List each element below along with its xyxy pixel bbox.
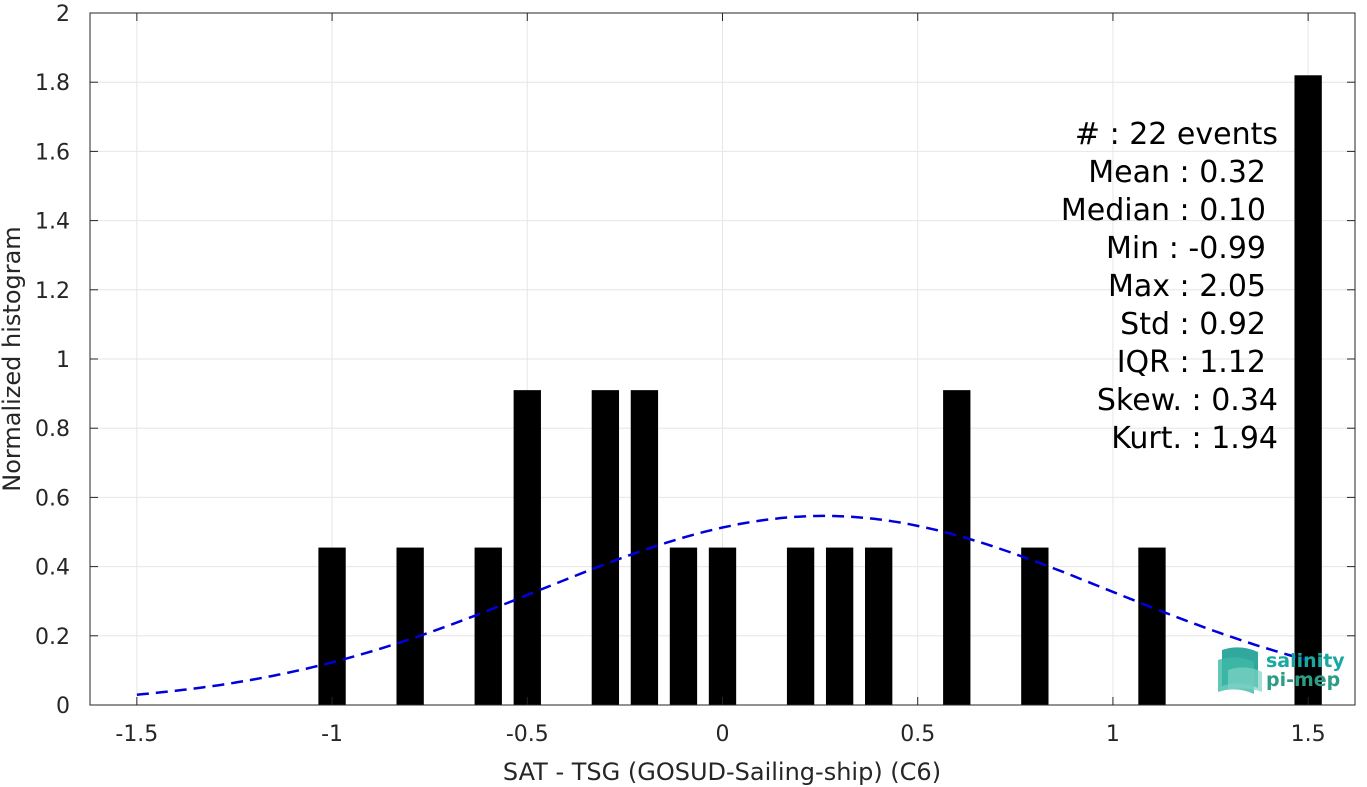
- y-tick-label: 0.8: [35, 417, 70, 442]
- normal-fit-curve: [136, 514, 1309, 696]
- histogram-bar: [825, 547, 854, 705]
- histogram-bar: [708, 547, 737, 705]
- y-tick-label: 1.2: [35, 279, 70, 304]
- logo-waves-icon: [1218, 647, 1262, 694]
- histogram-bar: [865, 547, 893, 705]
- histogram-bar: [669, 547, 698, 705]
- salinity-pimep-logo: salinity pi-mep: [1218, 647, 1345, 694]
- histogram-bar: [943, 390, 971, 705]
- histogram-bar: [1294, 75, 1322, 705]
- y-tick-labels: 0 0.2 0.4 0.6 0.8 1 1.2 1.4 1.6 1.8 2: [35, 2, 70, 719]
- histogram-bar: [1021, 547, 1049, 705]
- x-tick-label: 1.5: [1291, 722, 1326, 747]
- x-tick-label: -1.5: [115, 722, 158, 747]
- histogram-bar: [591, 390, 620, 705]
- y-axis-label: Normalized histogram: [0, 226, 26, 491]
- logo-line1: salinity: [1266, 650, 1345, 672]
- x-tick-label: 0: [716, 722, 730, 747]
- stat-line: Max : 2.05: [1108, 269, 1266, 304]
- y-tick-label: 2: [56, 2, 70, 27]
- histogram-bars: [318, 75, 1322, 705]
- x-tick-labels: -1.5 -1 -0.5 0 0.5 1 1.5: [115, 722, 1325, 747]
- stat-line: Mean : 0.32: [1088, 155, 1266, 190]
- y-tick-label: 1.6: [35, 140, 70, 165]
- axis-ticks: [90, 12, 1355, 706]
- logo-line2: pi-mep: [1266, 669, 1340, 691]
- stat-line: Median : 0.10: [1061, 193, 1266, 228]
- y-tick-label: 1.4: [35, 210, 70, 235]
- y-tick-label: 1.8: [35, 71, 70, 96]
- x-tick-label: 1: [1106, 722, 1120, 747]
- x-axis-label: SAT - TSG (GOSUD-Sailing-ship) (C6): [503, 758, 941, 786]
- y-tick-label: 0.4: [35, 556, 70, 581]
- x-tick-label: -0.5: [506, 722, 549, 747]
- y-tick-label: 0.6: [35, 486, 70, 511]
- stat-line: # : 22 events: [1075, 117, 1278, 152]
- stat-line: Kurt. : 1.94: [1111, 421, 1278, 456]
- x-tick-label: -1: [321, 722, 343, 747]
- x-tick-label: 0.5: [900, 722, 935, 747]
- stat-line: IQR : 1.12: [1117, 345, 1266, 380]
- histogram-bar: [474, 547, 502, 705]
- stat-line: Min : -0.99: [1106, 231, 1266, 266]
- histogram-bar: [786, 547, 815, 705]
- histogram-bar: [318, 547, 346, 705]
- y-tick-label: 0: [56, 694, 70, 719]
- stat-line: Skew. : 0.34: [1097, 383, 1278, 418]
- histogram-bar: [513, 390, 541, 705]
- histogram-bar: [1138, 547, 1166, 705]
- y-tick-label: 0.2: [35, 625, 70, 650]
- stat-line: Std : 0.92: [1120, 307, 1266, 342]
- histogram-bar: [396, 547, 424, 705]
- y-tick-label: 1: [56, 348, 70, 373]
